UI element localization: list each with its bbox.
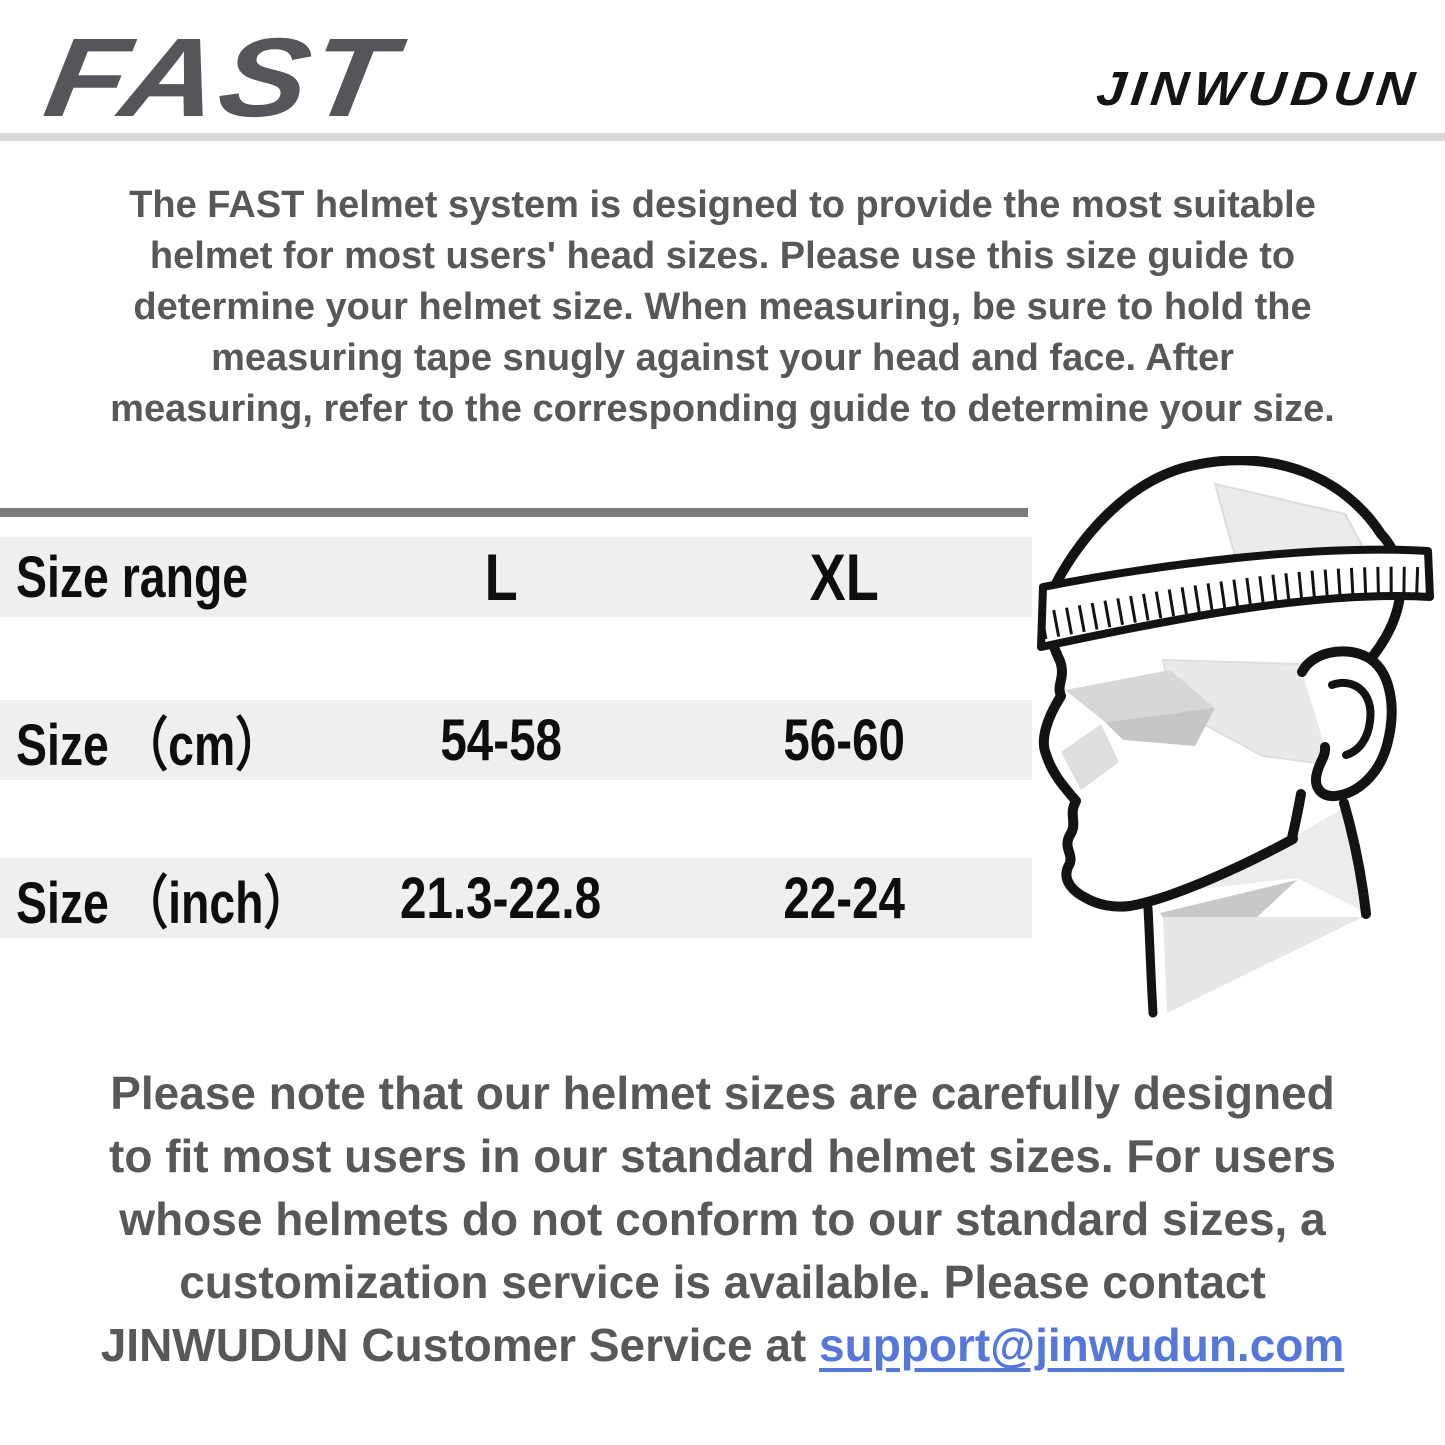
ear bbox=[1297, 646, 1397, 802]
note-contact-line: JINWUDUN Customer Service at support@jin… bbox=[0, 1314, 1445, 1377]
contact-prefix: JINWUDUN Customer Service at bbox=[100, 1319, 820, 1371]
neck-front-line bbox=[1143, 903, 1158, 1018]
table-row-size-inch: Size （inch） 21.3-22.8 22-24 bbox=[0, 858, 1032, 938]
header-divider bbox=[0, 133, 1445, 141]
head-with-measuring-tape-icon bbox=[1037, 456, 1434, 1018]
note-line: Please note that our helmet sizes are ca… bbox=[110, 1067, 1335, 1119]
intro-paragraph: The FAST helmet system is designed to pr… bbox=[0, 180, 1445, 435]
table-row-size-cm: Size （cm） 54-58 56-60 bbox=[0, 700, 1032, 780]
nose-facet bbox=[1061, 724, 1119, 790]
note-line: to fit most users in our standard helmet… bbox=[109, 1130, 1336, 1182]
size-xl-value: 22-24 bbox=[783, 865, 905, 931]
intro-line: helmet for most users' head sizes. Pleas… bbox=[149, 235, 1296, 277]
size-xl-value: XL bbox=[809, 540, 879, 614]
size-l-value: 21.3-22.8 bbox=[400, 865, 602, 931]
cheek-facet bbox=[1175, 806, 1365, 912]
jinwudun-company-logo: JINWUDUN bbox=[1094, 63, 1423, 116]
note-paragraph: Please note that our helmet sizes are ca… bbox=[0, 1062, 1445, 1377]
profile-outline bbox=[1038, 456, 1406, 912]
intro-line: measuring, refer to the corresponding gu… bbox=[110, 388, 1335, 430]
table-row-size-range: Size range L XL bbox=[0, 537, 1032, 617]
inner-ear-line bbox=[1328, 679, 1375, 759]
row-label: Size range bbox=[16, 544, 249, 610]
size-table-top-border bbox=[0, 508, 1028, 517]
note-line: whose helmets do not conform to our stan… bbox=[119, 1193, 1326, 1245]
size-l-cell: L bbox=[346, 539, 656, 615]
support-email-link[interactable]: support@jinwudun.com bbox=[819, 1319, 1345, 1371]
size-l-cell: 21.3-22.8 bbox=[346, 865, 656, 932]
row-header-cell: Size （cm） bbox=[0, 698, 346, 782]
size-xl-cell: 22-24 bbox=[656, 865, 1032, 932]
size-xl-cell: 56-60 bbox=[656, 707, 1032, 774]
note-line: customization service is available. Plea… bbox=[179, 1256, 1266, 1308]
size-l-cell: 54-58 bbox=[346, 707, 656, 774]
eye-facet bbox=[1105, 708, 1215, 746]
ear-jaw-line bbox=[1287, 789, 1306, 843]
row-header-cell: Size （inch） bbox=[0, 856, 346, 940]
row-label: Size （inch） bbox=[16, 871, 310, 936]
size-l-value: L bbox=[484, 540, 518, 614]
row-header-cell: Size range bbox=[0, 544, 346, 611]
brow-facet bbox=[1065, 670, 1215, 722]
row-label: Size （cm） bbox=[16, 713, 282, 778]
intro-line: The FAST helmet system is designed to pr… bbox=[129, 184, 1316, 226]
size-xl-value: 56-60 bbox=[783, 707, 905, 773]
intro-line: measuring tape snugly against your head … bbox=[211, 337, 1234, 379]
intro-line: determine your helmet size. When measuri… bbox=[133, 286, 1312, 328]
fast-brand-logo: FAST bbox=[37, 15, 405, 140]
size-l-value: 54-58 bbox=[440, 707, 562, 773]
nape-line bbox=[1339, 798, 1371, 919]
neck-facet bbox=[1163, 917, 1363, 1013]
size-xl-cell: XL bbox=[656, 539, 1032, 615]
